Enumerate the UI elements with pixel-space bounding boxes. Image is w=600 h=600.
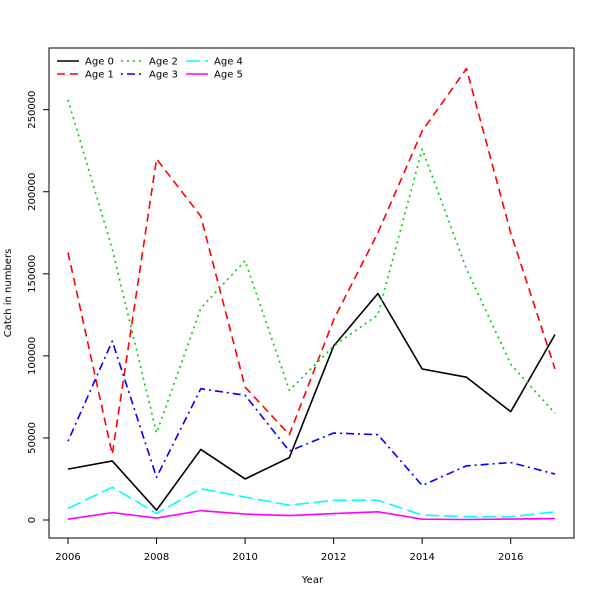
y-tick-label: 150000 [27, 255, 38, 293]
legend-label: Age 3 [149, 70, 178, 81]
legend-item-age-1: Age 1 [57, 70, 114, 81]
x-tick-label: 2014 [409, 552, 434, 563]
x-tick-label: 2010 [232, 552, 257, 563]
legend-item-age-4: Age 4 [186, 57, 243, 68]
legend-item-age-5: Age 5 [186, 70, 243, 81]
series-line-age-5 [67, 509, 556, 521]
x-axis-title: Year [301, 575, 324, 586]
y-tick-label: 200000 [27, 173, 38, 211]
legend-label: Age 4 [214, 57, 243, 68]
y-tick-label: 0 [27, 517, 38, 523]
y-tick-label: 100000 [27, 337, 38, 375]
legend-label: Age 1 [85, 70, 114, 81]
plot-frame [48, 47, 575, 539]
series-line-age-0 [67, 292, 556, 511]
legend-label: Age 5 [214, 70, 243, 81]
legend-item-age-3: Age 3 [121, 70, 178, 81]
legend-item-age-0: Age 0 [57, 57, 114, 68]
x-axis: 2006 2008 2010 2012 2014 2016 [55, 537, 523, 563]
series-line-age-2 [67, 99, 556, 434]
y-tick-label: 50000 [27, 422, 38, 454]
legend-item-age-2: Age 2 [121, 57, 178, 68]
x-tick-label: 2012 [321, 552, 346, 563]
legend-label: Age 0 [85, 57, 114, 68]
axes: 2006 2008 2010 2012 2014 2016 0 50000 100000 1500… [27, 91, 523, 563]
legend: Age 0 Age 1 Age 2 Age 3 Age 4 Age 5 [57, 57, 243, 81]
x-tick-label: 2006 [55, 552, 80, 563]
y-tick-label: 250000 [27, 91, 38, 129]
series-line-age-4 [67, 486, 556, 518]
series-line-age-3 [67, 340, 556, 487]
x-tick-label: 2016 [498, 552, 523, 563]
y-axis-title: Catch in numbers [3, 249, 14, 338]
y-axis: 0 50000 100000 150000 200000 250000 [27, 91, 50, 523]
series-lines [67, 67, 556, 521]
x-tick-label: 2008 [144, 552, 169, 563]
legend-label: Age 2 [149, 57, 178, 68]
series-line-age-1 [67, 67, 556, 456]
